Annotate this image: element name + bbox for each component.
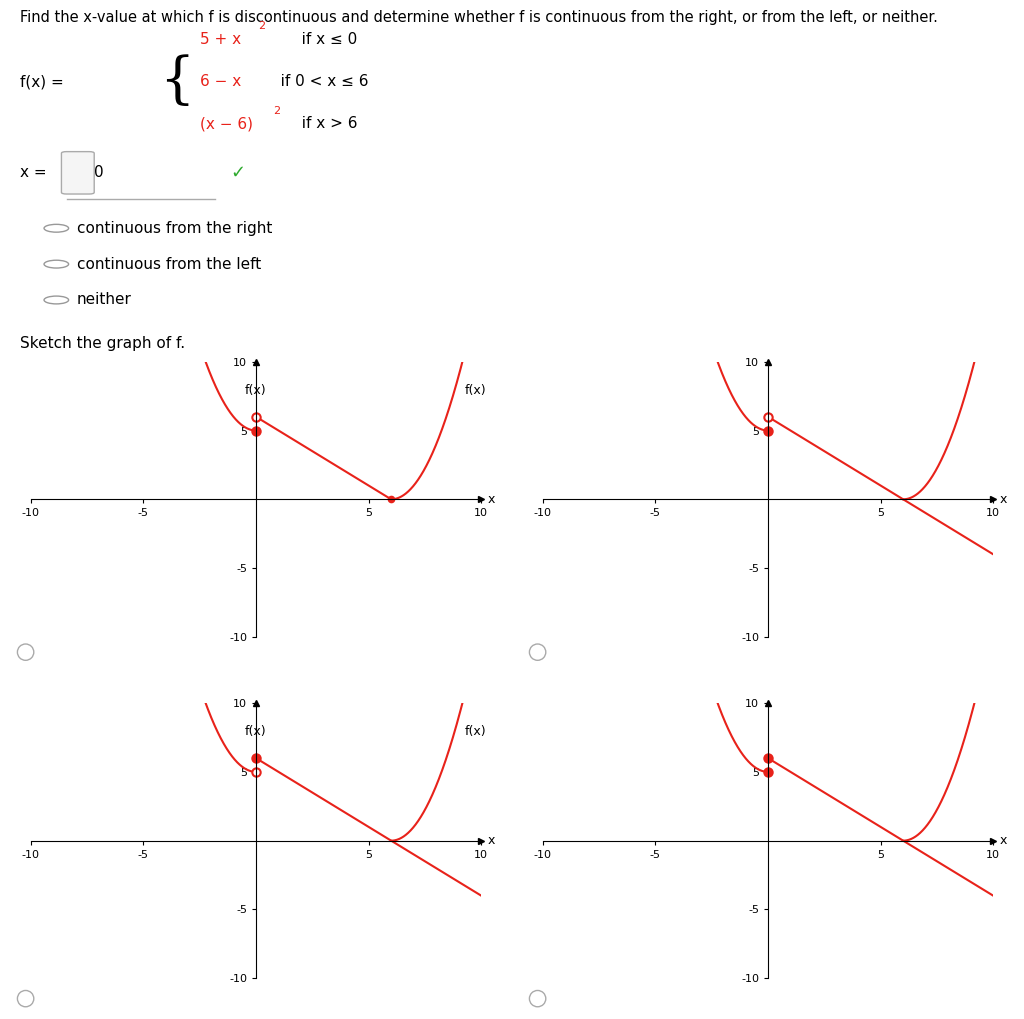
Text: Find the x-value at which f is discontinuous and determine whether f is continuo: Find the x-value at which f is discontin… xyxy=(20,10,938,24)
Text: x: x xyxy=(488,493,496,505)
Text: (x − 6): (x − 6) xyxy=(200,116,253,131)
Text: if x ≤ 0: if x ≤ 0 xyxy=(287,32,357,47)
Text: {: { xyxy=(159,54,195,109)
FancyBboxPatch shape xyxy=(61,152,94,194)
Text: 5 + x: 5 + x xyxy=(200,32,241,47)
Text: 0: 0 xyxy=(94,165,103,180)
Text: 6 − x: 6 − x xyxy=(200,74,241,89)
Text: f(x): f(x) xyxy=(245,384,267,396)
Text: ✓: ✓ xyxy=(230,164,246,181)
Text: x: x xyxy=(488,835,496,847)
Text: if 0 < x ≤ 6: if 0 < x ≤ 6 xyxy=(266,74,369,89)
Text: x =: x = xyxy=(20,165,52,180)
Text: 1: 1 xyxy=(73,165,83,180)
Text: if x > 6: if x > 6 xyxy=(292,116,357,131)
Text: Sketch the graph of f.: Sketch the graph of f. xyxy=(20,336,185,351)
Text: f(x): f(x) xyxy=(464,384,486,396)
Text: f(x): f(x) xyxy=(245,726,267,738)
Text: f(x) =: f(x) = xyxy=(20,74,65,89)
Text: 2: 2 xyxy=(258,21,265,32)
Text: x: x xyxy=(1000,835,1008,847)
Text: f(x): f(x) xyxy=(464,726,486,738)
Text: neither: neither xyxy=(77,292,132,308)
Text: continuous from the left: continuous from the left xyxy=(77,257,261,272)
Text: 2: 2 xyxy=(273,106,281,116)
Text: x: x xyxy=(1000,493,1008,505)
Text: continuous from the right: continuous from the right xyxy=(77,221,272,235)
